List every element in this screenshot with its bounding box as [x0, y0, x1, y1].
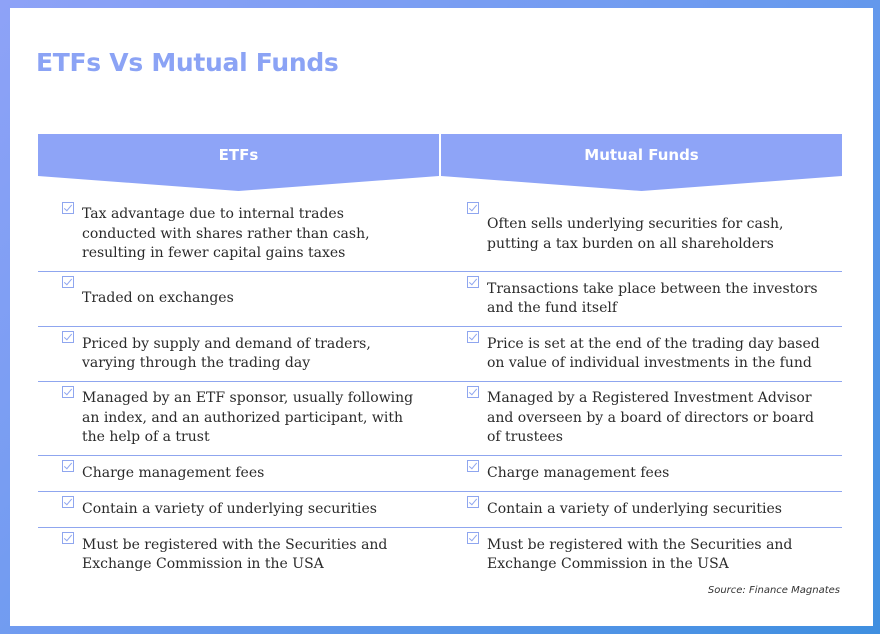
- column-header-label: Mutual Funds: [584, 146, 699, 164]
- etf-cell: Managed by an ETF sponsor, usually follo…: [38, 382, 440, 455]
- mutual-funds-cell: Contain a variety of underlying securiti…: [440, 492, 842, 527]
- mutual-funds-cell: Price is set at the end of the trading d…: [440, 327, 842, 381]
- table-row: Tax advantage due to internal trades con…: [38, 198, 842, 272]
- header-banner-shape: [38, 134, 439, 191]
- mutual-funds-text: Managed by a Registered Investment Advis…: [487, 390, 814, 446]
- header-banner-shape: [441, 134, 842, 191]
- mutual-funds-cell: Transactions take place between the inve…: [440, 272, 842, 326]
- etf-cell: Must be registered with the Securities a…: [38, 528, 440, 582]
- mutual-funds-cell: Often sells underlying securities for ca…: [440, 198, 842, 271]
- checkbox-icon: [467, 386, 479, 398]
- checkbox-icon: [62, 386, 74, 398]
- mutual-funds-cell: Managed by a Registered Investment Advis…: [440, 382, 842, 455]
- etf-text: Tax advantage due to internal trades con…: [82, 206, 370, 262]
- mutual-funds-cell: Must be registered with the Securities a…: [440, 528, 842, 582]
- checkbox-icon: [62, 460, 74, 472]
- mutual-funds-cell: Charge management fees: [440, 456, 842, 491]
- etf-text: Must be registered with the Securities a…: [82, 536, 388, 573]
- comparison-card: ETFs Vs Mutual Funds ETFs Mutual Funds T…: [10, 8, 873, 626]
- mutual-funds-text: Must be registered with the Securities a…: [487, 536, 793, 573]
- etf-text: Managed by an ETF sponsor, usually follo…: [82, 390, 414, 446]
- comparison-table: Tax advantage due to internal trades con…: [38, 198, 842, 582]
- mutual-funds-text: Transactions take place between the inve…: [487, 280, 818, 317]
- checkbox-icon: [62, 532, 74, 544]
- checkbox-icon: [467, 276, 479, 288]
- etf-text: Priced by supply and demand of traders, …: [82, 335, 371, 372]
- checkbox-icon: [467, 202, 479, 214]
- etf-text: Traded on exchanges: [82, 290, 234, 307]
- checkbox-icon: [62, 331, 74, 343]
- mutual-funds-text: Charge management fees: [487, 464, 670, 481]
- source-caption: Source: Finance Magnates: [707, 585, 840, 596]
- etf-text: Charge management fees: [82, 464, 265, 481]
- mutual-funds-text: Often sells underlying securities for ca…: [487, 216, 784, 252]
- mutual-funds-text: Contain a variety of underlying securiti…: [487, 500, 782, 517]
- column-header-mutual-funds: Mutual Funds: [441, 134, 842, 192]
- etf-text: Contain a variety of underlying securiti…: [82, 500, 377, 517]
- column-header-label: ETFs: [218, 146, 259, 164]
- checkbox-icon: [62, 276, 74, 288]
- etf-cell: Charge management fees: [38, 456, 440, 491]
- checkbox-icon: [467, 331, 479, 343]
- etf-cell: Contain a variety of underlying securiti…: [38, 492, 440, 527]
- table-row: Contain a variety of underlying securiti…: [38, 492, 842, 528]
- etf-cell: Tax advantage due to internal trades con…: [38, 198, 440, 271]
- table-row: Must be registered with the Securities a…: [38, 528, 842, 582]
- table-row: Managed by an ETF sponsor, usually follo…: [38, 382, 842, 456]
- checkbox-icon: [62, 202, 74, 214]
- checkbox-icon: [467, 532, 479, 544]
- mutual-funds-text: Price is set at the end of the trading d…: [487, 335, 820, 372]
- etf-cell: Priced by supply and demand of traders, …: [38, 327, 440, 381]
- checkbox-icon: [467, 460, 479, 472]
- checkbox-icon: [62, 496, 74, 508]
- page-title: ETFs Vs Mutual Funds: [36, 48, 339, 77]
- etf-cell: Traded on exchanges: [38, 272, 440, 326]
- table-row: Traded on exchanges Transactions take pl…: [38, 272, 842, 327]
- table-row: Charge management fees Charge management…: [38, 456, 842, 492]
- table-row: Priced by supply and demand of traders, …: [38, 327, 842, 382]
- column-header-etfs: ETFs: [38, 134, 439, 192]
- checkbox-icon: [467, 496, 479, 508]
